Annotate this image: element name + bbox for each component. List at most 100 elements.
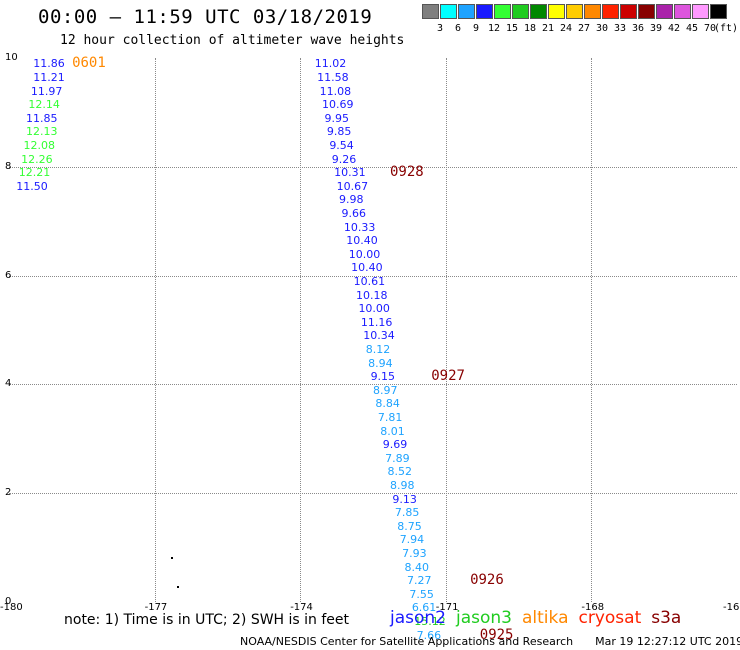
- y-tick-label: 0: [5, 596, 12, 607]
- wave-height-observation: 10.61: [353, 275, 386, 289]
- legend-label: 30: [595, 23, 609, 34]
- wave-height-observation: 9.54: [329, 139, 354, 153]
- wave-height-observation: 9.95: [324, 111, 349, 125]
- grid-line-horizontal: [9, 166, 737, 168]
- x-tick-label: -168: [581, 602, 605, 613]
- legend-label: 21: [541, 23, 555, 34]
- wave-height-observation: 7.66: [416, 628, 442, 642]
- wave-height-observation: 12.21: [18, 166, 51, 180]
- legend-label: 70: [703, 23, 717, 34]
- grid-line-horizontal: [9, 493, 737, 495]
- legend-label: 27: [577, 23, 591, 34]
- wave-height-observation: 10.00: [348, 247, 381, 261]
- wave-height-observation: 7.55: [409, 587, 434, 601]
- legend-unit: (ft): [714, 23, 739, 34]
- pass-time-tag: 0925: [479, 626, 514, 643]
- wave-height-observation: 8.84: [375, 397, 400, 411]
- wave-height-observation: 7.85: [394, 506, 420, 520]
- wave-height-observation: 7.94: [399, 533, 425, 547]
- wave-height-observation: 11.16: [360, 315, 393, 329]
- legend-label: 36: [631, 23, 645, 34]
- wave-height-observation: 11.85: [25, 111, 58, 125]
- wave-height-observation: 11.86: [33, 57, 65, 71]
- wave-height-observation: 8.40: [404, 560, 430, 574]
- wave-height-observation: 9.66: [341, 207, 366, 221]
- wave-height-observation: 12.13: [25, 125, 58, 139]
- satellite-name: jason3: [456, 608, 512, 628]
- pass-time-tag: 0601: [72, 55, 106, 72]
- pass-time-tag: 0926: [470, 572, 504, 589]
- wave-height-observation: 11.50: [16, 179, 48, 193]
- wave-height-observation: 11.58: [317, 71, 349, 85]
- y-tick-label: 2: [5, 487, 12, 499]
- island-marker: [177, 586, 179, 588]
- wave-height-observation: 12.08: [23, 139, 56, 153]
- wave-height-observation: 10.31: [334, 166, 366, 180]
- legend-swatch: [692, 4, 709, 19]
- page-title: 00:00 – 11:59 UTC 03/18/2019: [38, 6, 373, 28]
- satellite-name: altika: [522, 608, 569, 628]
- wave-height-observation: 8.01: [380, 424, 405, 438]
- legend-label: 33: [613, 23, 627, 34]
- satellite-legend: jason2 jason3 altika cryosat s3a: [390, 608, 691, 628]
- credit-line: NOAA/NESDIS Center for Satellite Applica…: [240, 635, 740, 648]
- island-marker: [171, 557, 173, 559]
- grid-line-vertical: [591, 58, 593, 602]
- wave-height-observation: 10.40: [351, 261, 383, 275]
- y-tick-label: 8: [5, 160, 12, 172]
- legend-swatch: [638, 4, 655, 19]
- legend-swatch: [458, 4, 475, 19]
- wave-height-observation: 7.89: [385, 451, 410, 465]
- satellite-name: jason2: [390, 608, 446, 628]
- wave-height-observation: 11.02: [314, 57, 347, 71]
- x-tick-label: -16: [723, 602, 740, 613]
- wave-height-observation: 7.93: [402, 547, 427, 561]
- wave-height-observation: 7.27: [406, 574, 432, 588]
- grid-line-vertical: [300, 58, 302, 602]
- wave-height-observation: 12.14: [28, 98, 60, 112]
- grid-line-horizontal: [9, 384, 737, 386]
- legend-swatch: [602, 4, 619, 19]
- y-tick-label: 6: [5, 269, 12, 281]
- legend-swatch: [566, 4, 583, 19]
- x-tick-label: -177: [144, 602, 168, 613]
- x-tick-label: -180: [0, 602, 23, 613]
- wave-height-observation: 6.61: [411, 601, 437, 615]
- wave-height-observation: 8.94: [368, 356, 393, 370]
- legend-label: 45: [685, 23, 699, 34]
- page-subtitle: 12 hour collection of altimeter wave hei…: [60, 33, 405, 48]
- wave-height-observation: 7.81: [377, 411, 403, 425]
- wave-height-observation: 10.69: [322, 98, 354, 112]
- legend-label: 15: [505, 23, 519, 34]
- x-tick-label: -171: [435, 602, 459, 613]
- legend-swatch: [710, 4, 727, 19]
- legend-label: 6: [454, 23, 462, 34]
- legend-swatch: [548, 4, 565, 19]
- legend-swatch: [584, 4, 601, 19]
- wave-height-observation: 8.52: [387, 465, 413, 479]
- legend-label: 3: [436, 23, 444, 34]
- y-tick-label: 10: [5, 52, 18, 63]
- timestamp: Mar 19 12:27:12 UTC 2019: [595, 635, 740, 648]
- wave-height-observation: 8.12: [365, 343, 391, 357]
- grid-line-vertical: [154, 58, 156, 602]
- units-note: note: 1) Time is in UTC; 2) SWH is in fe…: [64, 612, 350, 628]
- legend-label: 24: [559, 23, 573, 34]
- legend-label: 18: [523, 23, 537, 34]
- legend-swatch: [494, 4, 511, 19]
- wave-height-observation: 11.97: [30, 84, 63, 98]
- legend-label: 42: [667, 23, 681, 34]
- y-tick-label: 4: [5, 378, 12, 390]
- map-plot-area: 11.86 11.21 11.97 12.14 11.85 12.13 12.08 12.26…: [9, 55, 737, 642]
- legend-swatch: [530, 4, 547, 19]
- legend-label: 12: [487, 23, 501, 34]
- legend-swatch: [440, 4, 457, 19]
- wave-height-observation: 8.75: [397, 519, 422, 533]
- wave-height-observation: 10.33: [343, 220, 376, 234]
- wave-height-observation: 11.08: [319, 84, 352, 98]
- legend-label: 39: [649, 23, 663, 34]
- legend-swatch: [656, 4, 673, 19]
- legend-swatch: [512, 4, 529, 19]
- legend-swatch: [422, 4, 439, 19]
- wave-height-observation: 8.98: [389, 479, 415, 493]
